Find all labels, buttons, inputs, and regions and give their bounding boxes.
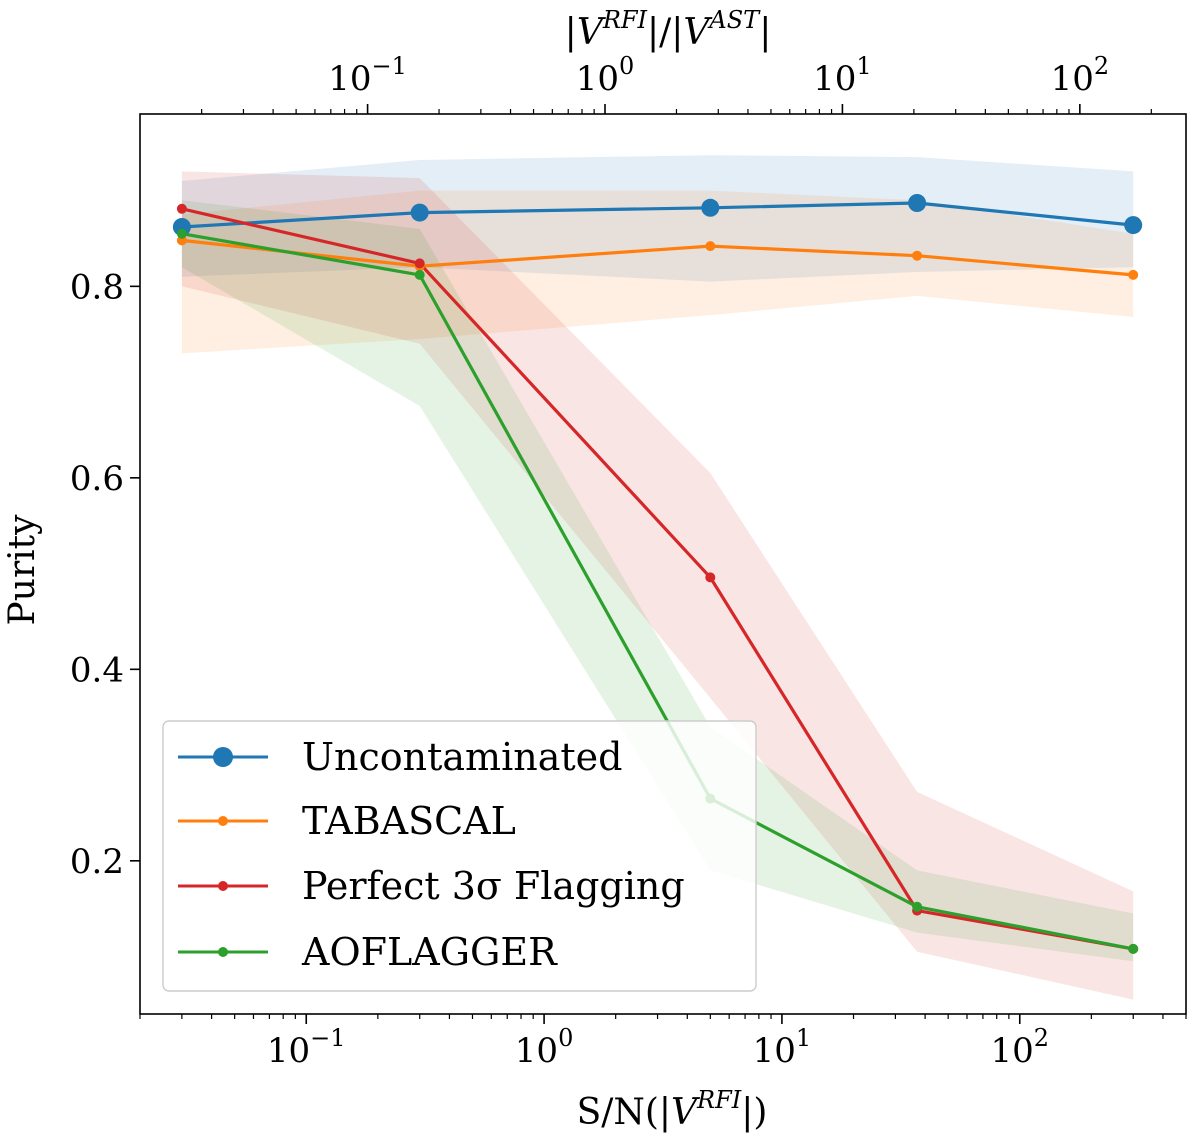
x-tick-label: 102 xyxy=(990,1024,1049,1071)
point-aoflagger-4 xyxy=(1128,943,1139,954)
legend-entry-aoflagger: AOFLAGGER xyxy=(178,930,558,974)
point-aoflagger-1 xyxy=(414,269,425,280)
x-tick-label: 101 xyxy=(753,1024,812,1071)
y-axis-title: Purity xyxy=(2,514,43,626)
legend-marker-tabascal xyxy=(218,816,228,826)
point-perfect-3-flagging-2 xyxy=(705,572,716,583)
plot-frame xyxy=(139,113,1187,1015)
x-tick-label: 10−1 xyxy=(267,1024,346,1071)
legend-marker-uncontaminated xyxy=(213,747,233,767)
point-perfect-3-flagging-1 xyxy=(414,258,425,269)
point-uncontaminated-2 xyxy=(701,198,720,217)
legend-entry-tabascal: TABASCAL xyxy=(178,799,516,843)
legend-marker-perfect-flagging xyxy=(218,881,228,891)
y-tick-label: 0.4 xyxy=(70,650,124,690)
point-perfect-3-flagging-0 xyxy=(176,203,187,214)
legend-label-aoflagger: AOFLAGGER xyxy=(301,930,558,974)
axis-ticks: 10−1 100 101 102 10−1 100 101 102 0.2 0.4 0.6 0.8 xyxy=(70,52,1187,1071)
x-axis-title-bottom: S/N(|VRFI|) xyxy=(577,1086,768,1133)
legend-entry-uncontaminated: Uncontaminated xyxy=(178,735,622,779)
confidence-bands xyxy=(181,155,1134,1000)
point-uncontaminated-1 xyxy=(410,203,429,222)
y-tick-label: 0.6 xyxy=(70,459,124,499)
legend: Uncontaminated TABASCAL Perfect 3σ Flagg… xyxy=(162,720,757,992)
band-aoflagger xyxy=(181,200,1134,962)
legend-marker-aoflagger xyxy=(218,947,228,957)
top-x-tick-label: 101 xyxy=(813,52,872,99)
point-tabascal-2 xyxy=(705,241,716,252)
point-tabascal-3 xyxy=(912,250,923,261)
band-tabascal xyxy=(181,190,1134,354)
legend-entry-perfect-flagging: Perfect 3σ Flagging xyxy=(178,864,685,908)
band-uncontaminated xyxy=(181,155,1134,282)
point-tabascal-4 xyxy=(1128,269,1139,280)
legend-box xyxy=(162,720,757,992)
legend-label-uncontaminated: Uncontaminated xyxy=(302,735,622,779)
x-tick-label: 100 xyxy=(515,1024,574,1071)
legend-label-tabascal: TABASCAL xyxy=(302,799,516,843)
point-uncontaminated-3 xyxy=(908,194,927,212)
top-x-tick-label: 102 xyxy=(1051,52,1110,99)
band-perfect-3-flagging xyxy=(181,171,1134,1000)
top-x-tick-label: 100 xyxy=(576,52,635,99)
point-uncontaminated-0 xyxy=(172,218,191,236)
point-aoflagger-3 xyxy=(912,901,923,912)
top-x-tick-label: 10−1 xyxy=(328,52,407,99)
point-aoflagger-0 xyxy=(176,228,187,239)
y-tick-label: 0.8 xyxy=(70,267,124,307)
legend-label-perfect-flagging: Perfect 3σ Flagging xyxy=(302,864,685,908)
point-uncontaminated-4 xyxy=(1124,216,1143,235)
y-tick-label: 0.2 xyxy=(70,842,124,882)
x-axis-title-top: |VRFI|/|VAST| xyxy=(565,6,772,53)
